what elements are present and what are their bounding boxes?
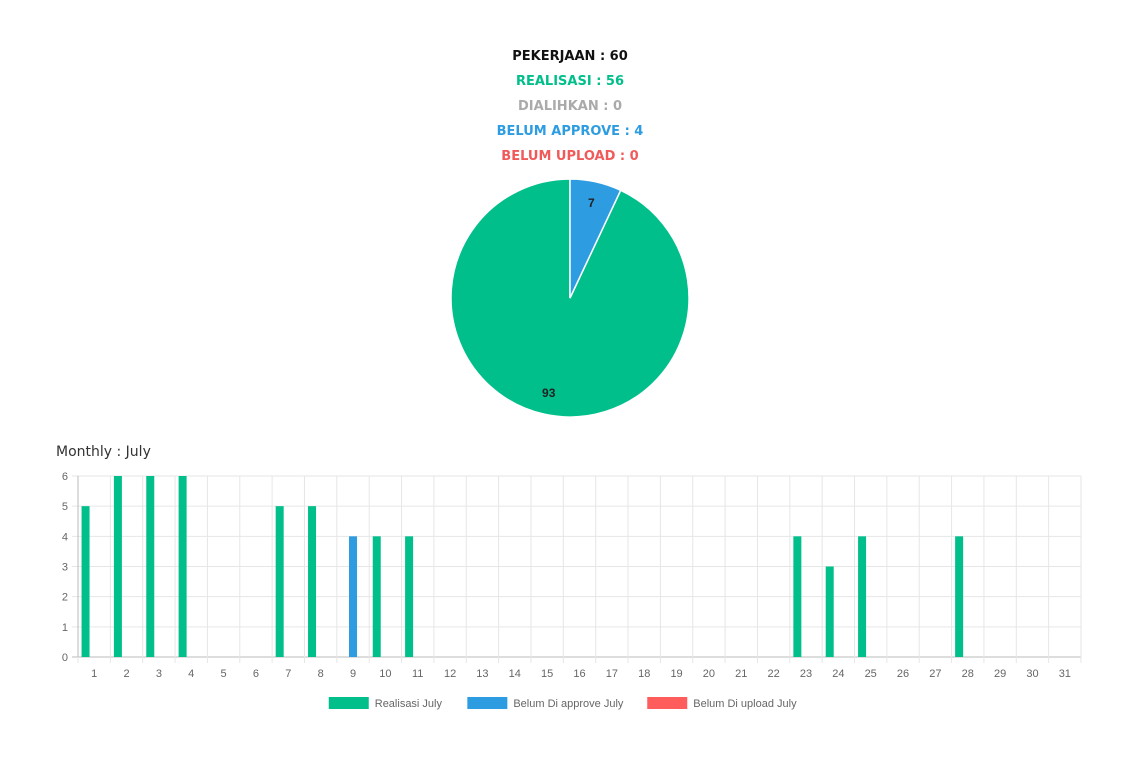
x-tick-label: 1	[91, 668, 97, 680]
bar-realisasi-july-25[interactable]	[858, 536, 867, 657]
x-tick-label: 18	[638, 668, 650, 680]
x-tick-label: 30	[1026, 668, 1038, 680]
y-tick-label: 3	[62, 562, 68, 574]
x-tick-label: 8	[318, 668, 324, 680]
pie-slice-belum-approve[interactable]	[569, 178, 622, 299]
x-tick-label: 22	[768, 668, 780, 680]
y-tick-label: 0	[62, 652, 68, 664]
x-tick-label: 2	[123, 668, 129, 680]
x-tick-label: 21	[735, 668, 747, 680]
bar-realisasi-july-11[interactable]	[405, 536, 414, 657]
x-tick-label: 17	[606, 668, 618, 680]
dialihkan-total: DIALIHKAN : 0	[518, 99, 622, 114]
bar-realisasi-july-4[interactable]	[178, 476, 187, 657]
x-tick-label: 14	[509, 668, 521, 680]
grid	[72, 475, 1082, 663]
x-tick-label: 29	[994, 668, 1006, 680]
x-tick-label: 15	[541, 668, 553, 680]
legend-label[interactable]: Belum Di approve July	[513, 698, 624, 710]
x-tick-label: 19	[670, 668, 682, 680]
x-tick-label: 10	[379, 668, 391, 680]
bar-realisasi-july-23[interactable]	[793, 536, 802, 657]
x-tick-label: 23	[800, 668, 812, 680]
x-tick-label: 24	[832, 668, 844, 680]
bar-realisasi-july-24[interactable]	[825, 566, 834, 658]
belum-approve-total: BELUM APPROVE : 4	[496, 124, 644, 139]
x-tick-label: 26	[897, 668, 909, 680]
x-tick-label: 9	[350, 668, 356, 680]
pie-slice-label: 93	[542, 386, 556, 400]
bar-realisasi-july-3[interactable]	[146, 476, 155, 657]
pekerjaan-total: PEKERJAAN : 60	[512, 49, 628, 64]
y-tick-label: 5	[62, 501, 68, 513]
bar-realisasi-july-1[interactable]	[81, 506, 90, 657]
x-tick-label: 28	[962, 668, 974, 680]
bar-realisasi-july-7[interactable]	[275, 506, 284, 657]
realisasi-total: REALISASI : 56	[515, 74, 625, 89]
belum-upload-total: BELUM UPLOAD : 0	[501, 149, 639, 164]
y-tick-label: 1	[62, 622, 68, 634]
y-tick-label: 6	[62, 471, 68, 483]
x-tick-label: 6	[253, 668, 259, 680]
x-tick-label: 25	[865, 668, 877, 680]
x-tick-label: 27	[929, 668, 941, 680]
x-tick-label: 13	[476, 668, 488, 680]
bar-realisasi-july-8[interactable]	[308, 506, 317, 657]
x-tick-label: 16	[573, 668, 585, 680]
monthly-title: Monthly : July	[56, 444, 151, 460]
x-tick-label: 12	[444, 668, 456, 680]
legend-label[interactable]: Realisasi July	[375, 698, 443, 710]
legend-swatch[interactable]	[467, 697, 508, 709]
bar-realisasi-july-10[interactable]	[372, 536, 381, 657]
x-tick-label: 31	[1059, 668, 1071, 680]
bar-realisasi-july-28[interactable]	[955, 536, 964, 657]
y-tick-label: 2	[62, 592, 68, 604]
x-tick-label: 11	[412, 668, 423, 680]
legend-label[interactable]: Belum Di upload July	[693, 698, 797, 710]
bar-belum-di-approve-july-9[interactable]	[349, 536, 358, 657]
bar-realisasi-july-2[interactable]	[113, 476, 122, 657]
x-tick-label: 4	[188, 668, 194, 680]
pie-slice-label: 7	[588, 196, 595, 210]
x-tick-label: 20	[703, 668, 715, 680]
x-tick-label: 7	[285, 668, 291, 680]
y-tick-label: 4	[62, 531, 68, 543]
x-tick-label: 5	[221, 668, 227, 680]
legend-swatch[interactable]	[647, 697, 688, 709]
x-tick-label: 3	[156, 668, 162, 680]
legend: Realisasi July Belum Di approve July Belum…	[328, 697, 797, 710]
summary-block: PEKERJAAN : 60 REALISASI : 56 DIALIHKAN …	[0, 44, 1140, 169]
legend-swatch[interactable]	[328, 697, 369, 709]
